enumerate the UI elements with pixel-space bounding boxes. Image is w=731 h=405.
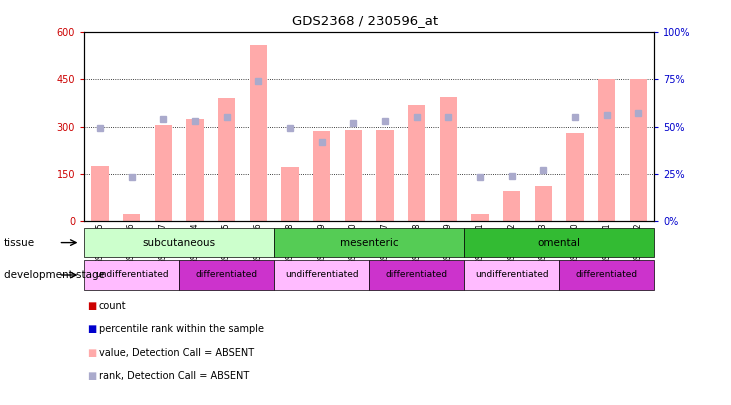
Bar: [84, 228, 274, 257]
Text: undifferentiated: undifferentiated: [475, 271, 548, 279]
Bar: [559, 260, 654, 290]
Bar: [186, 119, 204, 221]
Bar: [408, 104, 425, 221]
Bar: [534, 186, 552, 221]
Bar: [154, 125, 172, 221]
Bar: [567, 133, 584, 221]
Bar: [369, 260, 464, 290]
Bar: [471, 215, 489, 221]
Bar: [274, 228, 464, 257]
Text: rank, Detection Call = ABSENT: rank, Detection Call = ABSENT: [99, 371, 249, 381]
Bar: [218, 98, 235, 221]
Bar: [313, 131, 330, 221]
Bar: [464, 260, 559, 290]
Bar: [91, 166, 109, 221]
Bar: [249, 45, 267, 221]
Bar: [344, 130, 362, 221]
Text: ■: ■: [87, 371, 96, 381]
Text: ■: ■: [87, 348, 96, 358]
Text: development stage: development stage: [4, 270, 105, 280]
Text: count: count: [99, 301, 126, 311]
Text: GDS2368 / 230596_at: GDS2368 / 230596_at: [292, 14, 439, 27]
Text: percentile rank within the sample: percentile rank within the sample: [99, 324, 264, 334]
Text: value, Detection Call = ABSENT: value, Detection Call = ABSENT: [99, 348, 254, 358]
Text: omental: omental: [538, 238, 580, 247]
Bar: [503, 191, 520, 221]
Text: differentiated: differentiated: [386, 271, 447, 279]
Text: subcutaneous: subcutaneous: [143, 238, 216, 247]
Bar: [281, 167, 299, 221]
Bar: [629, 79, 647, 221]
Bar: [598, 79, 616, 221]
Text: mesenteric: mesenteric: [340, 238, 398, 247]
Bar: [123, 215, 140, 221]
Bar: [439, 97, 457, 221]
Bar: [376, 130, 394, 221]
Text: undifferentiated: undifferentiated: [285, 271, 358, 279]
Bar: [464, 228, 654, 257]
Text: differentiated: differentiated: [196, 271, 257, 279]
Bar: [274, 260, 369, 290]
Text: undifferentiated: undifferentiated: [95, 271, 168, 279]
Text: ■: ■: [87, 301, 96, 311]
Text: tissue: tissue: [4, 238, 35, 247]
Text: ■: ■: [87, 324, 96, 334]
Bar: [84, 260, 179, 290]
Text: differentiated: differentiated: [576, 271, 637, 279]
Bar: [179, 260, 274, 290]
